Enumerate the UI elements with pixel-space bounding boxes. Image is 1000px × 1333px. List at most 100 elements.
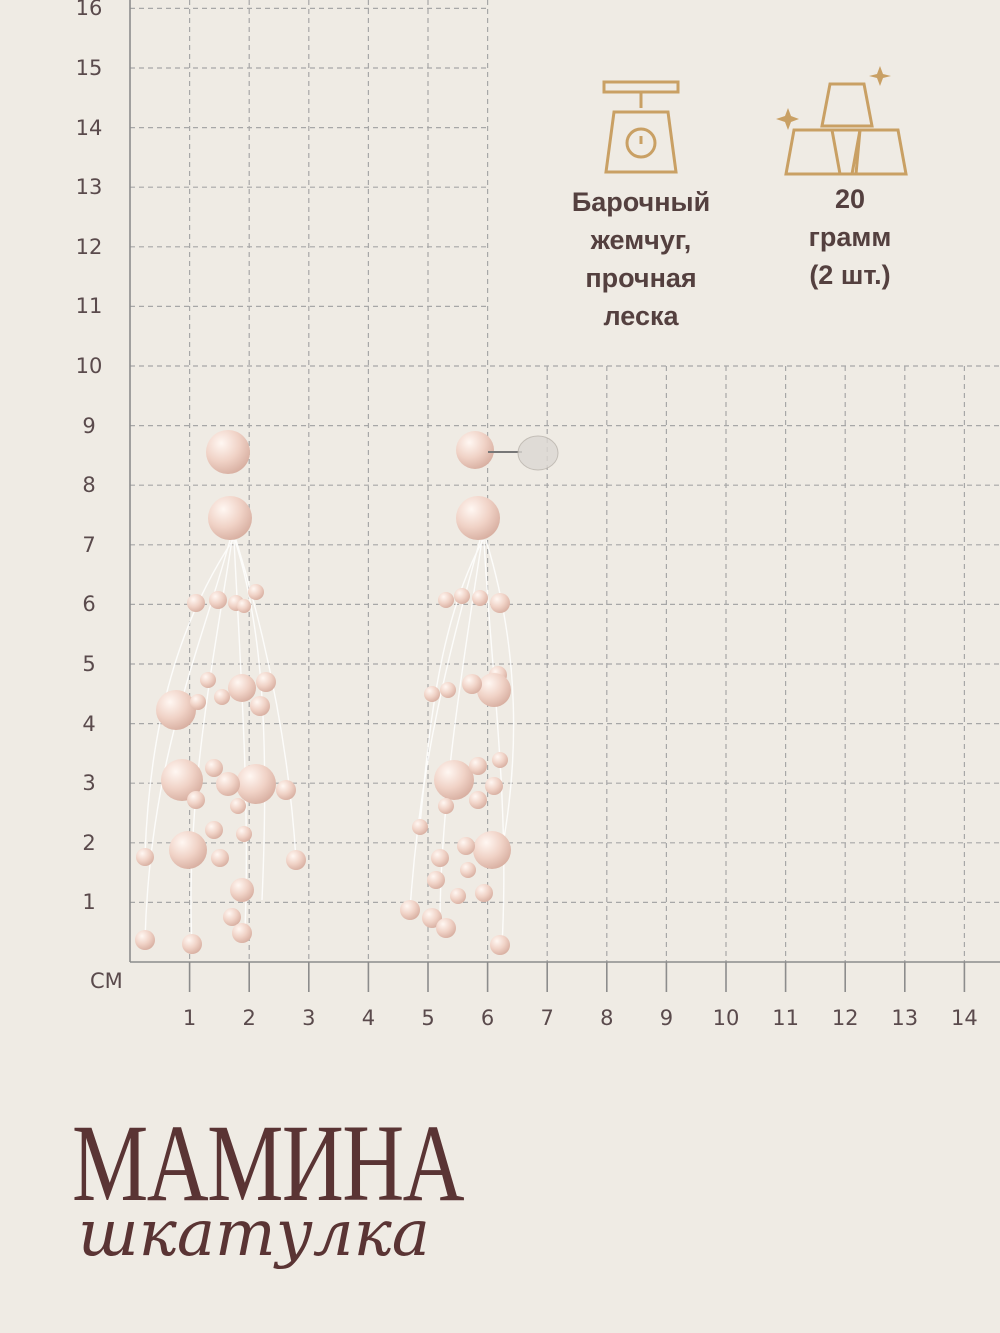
thread <box>409 539 481 911</box>
pearl <box>236 764 276 804</box>
pearl <box>485 777 503 795</box>
thread <box>419 539 484 826</box>
pearl <box>457 837 475 855</box>
y-tick-label: 2 <box>82 830 96 855</box>
pearl <box>440 682 456 698</box>
pearl <box>427 871 445 889</box>
x-tick-label: 5 <box>421 1006 435 1030</box>
pearl <box>492 752 508 768</box>
y-tick-label: 10 <box>75 354 103 378</box>
thread <box>144 539 234 856</box>
y-tick-label: 9 <box>82 413 96 438</box>
pearl <box>436 918 456 938</box>
pearl <box>228 674 256 702</box>
pearl <box>200 672 216 688</box>
pearl <box>187 791 205 809</box>
x-tick-label: 7 <box>540 1006 554 1030</box>
x-tick-label: 6 <box>480 1006 495 1030</box>
gold-bars-icon <box>776 66 908 176</box>
pearl <box>236 826 252 842</box>
pearl <box>454 588 470 604</box>
y-tick-label: 3 <box>82 771 96 796</box>
pearl <box>456 431 494 469</box>
pearl <box>223 908 241 926</box>
brand-title: МАМИНА <box>72 1102 465 1224</box>
x-tick-label: 14 <box>951 1006 978 1030</box>
thread <box>190 539 233 946</box>
pearl <box>460 862 476 878</box>
pearl <box>187 594 205 612</box>
pearl <box>477 673 511 707</box>
pearl <box>136 848 154 866</box>
pearl <box>161 759 203 801</box>
pearl <box>438 798 454 814</box>
pearl <box>400 900 420 920</box>
pearl <box>205 821 223 839</box>
pearl <box>434 760 474 800</box>
pearl <box>135 930 155 950</box>
y-tick-label: 8 <box>82 473 96 498</box>
y-tick-label: 6 <box>82 592 96 617</box>
pearl <box>182 934 202 954</box>
pearl <box>276 780 296 800</box>
pearl <box>250 696 270 716</box>
pearl <box>256 672 276 692</box>
scale-icon <box>602 80 680 174</box>
brand-subtitle: шкатулка <box>78 1197 430 1271</box>
pearl <box>169 831 207 869</box>
pearl <box>475 884 493 902</box>
y-tick-label: 4 <box>82 711 96 736</box>
pearl <box>232 923 252 943</box>
pearl <box>205 759 223 777</box>
pearl <box>490 935 510 955</box>
x-tick-label: 3 <box>302 1006 316 1030</box>
pearl <box>469 791 487 809</box>
x-tick-label: 1 <box>182 1006 197 1030</box>
pearl <box>206 430 250 474</box>
pearl <box>422 908 442 928</box>
x-tick-label: 10 <box>712 1006 740 1030</box>
pearl <box>190 694 206 710</box>
pearl <box>450 888 466 904</box>
pearl <box>472 590 488 606</box>
thread <box>235 539 297 861</box>
pearl <box>230 878 254 902</box>
material-text: Барочный жемчуг, прочная леска <box>571 187 711 331</box>
pearl <box>230 798 246 814</box>
pearl <box>431 849 449 867</box>
x-tick-label: 2 <box>242 1006 256 1030</box>
pearl <box>469 757 487 775</box>
x-tick-label: 8 <box>600 1006 614 1030</box>
y-tick-label: 5 <box>82 652 96 676</box>
pearl <box>412 819 428 835</box>
pearl <box>248 584 264 600</box>
pearl <box>456 496 500 540</box>
pearl <box>214 689 230 705</box>
y-tick-label: 1 <box>82 890 96 915</box>
thread <box>233 539 248 931</box>
pearl <box>211 849 229 867</box>
y-tick-label: 11 <box>75 294 103 319</box>
x-tick-label: 9 <box>659 1006 674 1030</box>
pearl <box>473 831 511 869</box>
pearl <box>424 686 440 702</box>
pearl <box>462 674 482 694</box>
pearl <box>490 593 510 613</box>
y-tick-label: 7 <box>82 532 96 557</box>
y-tick-label: 15 <box>75 56 103 80</box>
y-tick-label: 13 <box>75 175 103 200</box>
pearl <box>216 772 240 796</box>
x-tick-label: 13 <box>891 1006 919 1030</box>
pearl <box>209 591 227 609</box>
pearl <box>438 592 454 608</box>
thread <box>483 539 505 946</box>
unit-label: СМ <box>90 969 123 993</box>
x-tick-label: 12 <box>831 1006 859 1030</box>
thread <box>485 539 515 861</box>
weight-text: 20 грамм (2 шт.) <box>808 184 892 290</box>
y-tick-label: 14 <box>75 115 103 140</box>
pearl <box>237 599 251 613</box>
y-tick-label: 16 <box>75 0 103 21</box>
